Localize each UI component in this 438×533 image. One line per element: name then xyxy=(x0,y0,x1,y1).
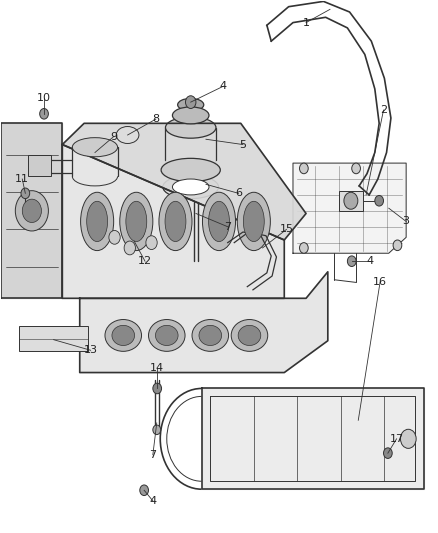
Text: 5: 5 xyxy=(240,140,247,150)
FancyBboxPatch shape xyxy=(339,191,363,211)
Text: 12: 12 xyxy=(138,256,152,266)
Circle shape xyxy=(124,241,135,255)
Circle shape xyxy=(133,225,144,239)
Circle shape xyxy=(185,96,196,109)
Ellipse shape xyxy=(208,201,230,241)
Ellipse shape xyxy=(178,99,204,111)
Text: 2: 2 xyxy=(380,105,387,115)
Ellipse shape xyxy=(199,325,222,345)
Text: 4: 4 xyxy=(220,81,227,91)
Circle shape xyxy=(21,188,30,199)
Ellipse shape xyxy=(155,325,178,345)
Text: 7: 7 xyxy=(149,450,156,460)
Ellipse shape xyxy=(87,201,108,241)
Text: 6: 6 xyxy=(235,188,242,198)
Circle shape xyxy=(140,485,148,496)
Circle shape xyxy=(400,429,416,448)
Ellipse shape xyxy=(72,138,117,157)
Ellipse shape xyxy=(165,201,186,241)
Ellipse shape xyxy=(159,192,192,251)
Ellipse shape xyxy=(112,325,134,345)
Ellipse shape xyxy=(116,126,139,143)
Text: 13: 13 xyxy=(84,345,98,356)
Text: 1: 1 xyxy=(303,18,310,28)
Polygon shape xyxy=(62,123,306,240)
Polygon shape xyxy=(1,123,62,298)
Ellipse shape xyxy=(173,179,209,195)
FancyBboxPatch shape xyxy=(19,326,88,351)
FancyBboxPatch shape xyxy=(28,155,51,176)
Ellipse shape xyxy=(161,158,220,182)
Text: 9: 9 xyxy=(110,132,117,142)
Circle shape xyxy=(300,243,308,253)
Ellipse shape xyxy=(192,319,229,351)
Circle shape xyxy=(153,383,162,394)
Text: 7: 7 xyxy=(224,222,231,232)
Ellipse shape xyxy=(244,201,264,241)
Ellipse shape xyxy=(148,319,185,351)
Ellipse shape xyxy=(238,325,261,345)
Circle shape xyxy=(352,163,360,174)
Ellipse shape xyxy=(173,107,209,124)
Polygon shape xyxy=(293,163,406,253)
Text: 17: 17 xyxy=(389,434,404,444)
Polygon shape xyxy=(62,144,284,298)
Circle shape xyxy=(153,425,161,434)
Circle shape xyxy=(393,240,402,251)
Ellipse shape xyxy=(105,319,141,351)
Ellipse shape xyxy=(81,192,114,251)
Polygon shape xyxy=(80,272,328,373)
Circle shape xyxy=(15,191,48,231)
Circle shape xyxy=(22,199,42,222)
Ellipse shape xyxy=(202,192,236,251)
Ellipse shape xyxy=(231,319,268,351)
Ellipse shape xyxy=(166,117,216,138)
Text: 14: 14 xyxy=(150,364,164,373)
Text: 11: 11 xyxy=(15,174,29,184)
Ellipse shape xyxy=(163,175,219,199)
Circle shape xyxy=(146,236,157,249)
Ellipse shape xyxy=(237,192,270,251)
Text: 10: 10 xyxy=(37,93,51,103)
Polygon shape xyxy=(201,389,424,489)
Text: 4: 4 xyxy=(367,256,374,266)
Ellipse shape xyxy=(120,192,153,251)
Text: 15: 15 xyxy=(279,224,293,235)
Circle shape xyxy=(384,448,392,458)
Text: 8: 8 xyxy=(152,114,159,124)
Text: 4: 4 xyxy=(149,496,156,506)
Circle shape xyxy=(40,109,48,119)
Text: 3: 3 xyxy=(403,216,410,227)
Text: 16: 16 xyxy=(373,277,387,287)
Ellipse shape xyxy=(126,201,147,241)
Circle shape xyxy=(109,230,120,244)
Circle shape xyxy=(347,256,356,266)
Circle shape xyxy=(375,196,384,206)
Circle shape xyxy=(344,192,358,209)
Circle shape xyxy=(300,163,308,174)
